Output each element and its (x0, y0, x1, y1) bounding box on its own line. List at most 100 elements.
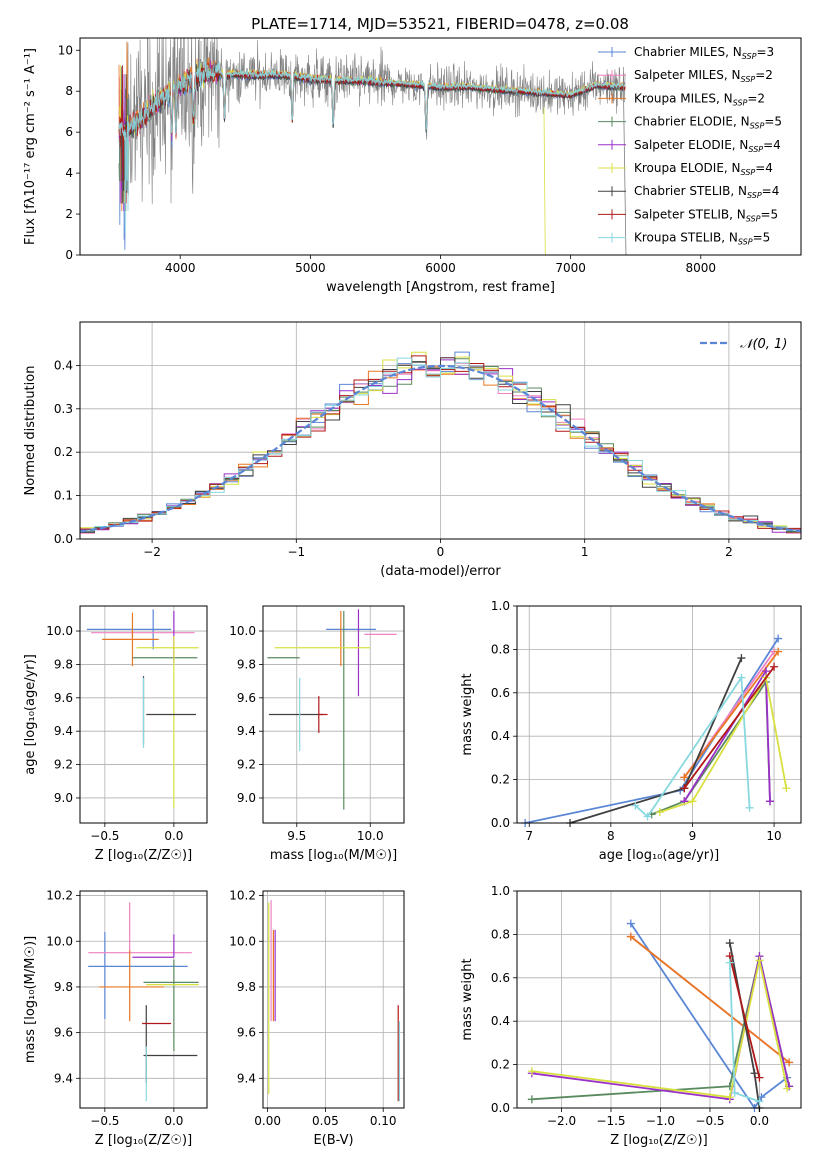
legend-label-tail: =4 (763, 138, 781, 152)
metallicity-vs-age-panel: −0.5 0.0 9.0 9.2 9.4 9.6 9.8 10.0 Z [log₁₀(Z/Z☉)… (23, 605, 208, 863)
data-point-marker (680, 784, 689, 793)
mass-weight-line (683, 651, 779, 778)
data-point-marker (680, 773, 689, 782)
data-point-marker (770, 662, 779, 671)
legend-label-tail: =4 (755, 161, 773, 175)
residuals-histogram-panel: −2 −1 0 1 2 0.0 0.1 0.2 0.3 0.4 (data-model)/error… (23, 321, 802, 579)
x-tick-label: 0.10 (370, 1114, 397, 1128)
mass-weight-line (630, 935, 790, 1064)
data-point-marker (745, 803, 754, 812)
y-tick-label: 0.8 (491, 642, 510, 656)
y-tick-label: 0.8 (491, 927, 510, 941)
spectrum-panel: PLATE=1714, MJD=53521, FIBERID=0478, z=0… (23, 15, 802, 295)
spectrum-edge-line (622, 83, 627, 255)
legend-label-text: Salpeter STELIB, N (634, 207, 746, 221)
y-tick-label: 0.0 (491, 816, 510, 830)
y-tick-label: 9.0 (54, 791, 73, 805)
x-tick-label: 0.00 (254, 1114, 281, 1128)
y-tick-label: 0.4 (54, 358, 73, 372)
y-tick-label: 10.2 (229, 889, 256, 903)
y-tick-label: 9.8 (54, 657, 73, 671)
legend-label-text: Chabrier MILES, N (634, 45, 742, 59)
plot-frame (262, 890, 405, 1109)
x-tick-label: 0.05 (312, 1114, 339, 1128)
extinction-vs-mass-panel: 0.00 0.05 0.10 9.4 9.6 9.8 10.0 10.2 E(B-V) (229, 889, 405, 1148)
model-spectrum-line (118, 58, 626, 234)
mass-vs-age-panel: 9.5 10.0 9.0 9.2 9.4 9.6 9.8 10.0 mass [log₁₀(M/… (229, 605, 405, 863)
y-tick-label: 1.0 (491, 599, 510, 613)
legend-label: Chabrier ELODIE, NSSP=5 (634, 115, 782, 131)
mass-weight-vs-metallicity-panel: −2.0 −1.5 −1.0 −0.5 0.0 0.0 0.2 0.4 0.6 0.8 1.0 Z [… (460, 884, 802, 1148)
legend-label: Kroupa STELIB, NSSP=5 (634, 231, 770, 247)
x-tick-label: 0.0 (164, 1114, 183, 1128)
data-point-marker (783, 1084, 792, 1093)
data-point-marker (626, 932, 635, 941)
mass-weight-line (728, 955, 761, 1078)
y-axis-label: mass weight (460, 673, 475, 755)
data-point-marker (725, 939, 734, 948)
y-tick-label: 0.6 (491, 686, 510, 700)
legend-label-tail: =5 (760, 207, 778, 221)
x-tick-label: 7 (525, 829, 533, 843)
x-axis-label: Z [log₁₀(Z/Z☉)] (610, 1133, 707, 1148)
y-tick-label: 2 (65, 207, 73, 221)
y-axis-label: Normed distribution (23, 366, 38, 496)
data-point-marker (643, 812, 652, 821)
legend-label-text: Chabrier ELODIE, N (634, 115, 750, 129)
y-tick-label: 9.0 (237, 791, 256, 805)
x-tick-label: 7000 (555, 261, 586, 275)
y-tick-label: 6 (65, 125, 73, 139)
data-point-marker (527, 1095, 536, 1104)
x-tick-label: −1.5 (596, 1114, 625, 1128)
data-point-marker (737, 673, 746, 682)
legend-label-text: Salpeter ELODIE, N (634, 138, 748, 152)
legend-label-subscript: SSP (747, 191, 762, 200)
x-axis-label: Z [log₁₀(Z/Z☉)] (95, 848, 192, 863)
y-tick-label: 8 (65, 84, 73, 98)
x-tick-label: 6000 (425, 261, 456, 275)
legend-label-subscript: SSP (738, 238, 753, 247)
plot-frame (516, 890, 802, 1109)
legend-label-subscript: SSP (741, 168, 756, 177)
data-point-marker (626, 919, 635, 928)
legend-label-text: Kroupa MILES, N (634, 91, 733, 105)
x-tick-label: 8000 (686, 261, 717, 275)
y-tick-label: 0.2 (54, 445, 73, 459)
legend-label: Salpeter ELODIE, NSSP=4 (634, 138, 781, 154)
legend-label-tail: =2 (747, 91, 765, 105)
y-tick-label: 10.0 (229, 934, 256, 948)
x-tick-label: 2 (725, 545, 733, 559)
x-tick-label: 0.0 (164, 829, 183, 843)
x-tick-label: −0.5 (90, 829, 119, 843)
legend-label-subscript: SSP (748, 145, 763, 154)
errorbar-group (268, 900, 400, 1102)
y-axis-label: mass weight (460, 958, 475, 1040)
legend-label-subscript: SSP (746, 214, 761, 223)
legend-label-tail: =5 (764, 115, 782, 129)
legend-label-text: Kroupa STELIB, N (634, 231, 738, 245)
y-tick-label: 0.2 (491, 1058, 510, 1072)
y-tick-label: 9.6 (54, 1026, 73, 1040)
x-tick-label: 9.5 (287, 829, 306, 843)
y-tick-label: 0.0 (54, 532, 73, 546)
histogram-step-line (80, 357, 801, 532)
y-tick-label: 9.8 (54, 980, 73, 994)
plot-frame (516, 605, 802, 824)
x-tick-label: −1 (287, 545, 305, 559)
legend-label: Chabrier MILES, NSSP=3 (634, 45, 774, 61)
data-point-marker (730, 1088, 739, 1097)
legend-label: Chabrier STELIB, NSSP=4 (634, 184, 779, 200)
y-tick-label: 9.6 (237, 691, 256, 705)
plot-frame (79, 890, 208, 1109)
mass-weight-line (531, 960, 788, 1099)
data-point-marker (785, 1058, 794, 1067)
data-point-marker (725, 1093, 734, 1102)
x-axis-label: Z [log₁₀(Z/Z☉)] (95, 1133, 192, 1148)
x-tick-label: −0.5 (90, 1114, 119, 1128)
legend-label-tail: =5 (753, 231, 771, 245)
y-tick-label: 9.2 (237, 758, 256, 772)
y-tick-label: 10.0 (229, 624, 256, 638)
data-point-marker (688, 797, 697, 806)
x-axis-label: mass [log₁₀(M/M☉)] (270, 848, 397, 863)
y-tick-label: 0 (65, 248, 73, 262)
